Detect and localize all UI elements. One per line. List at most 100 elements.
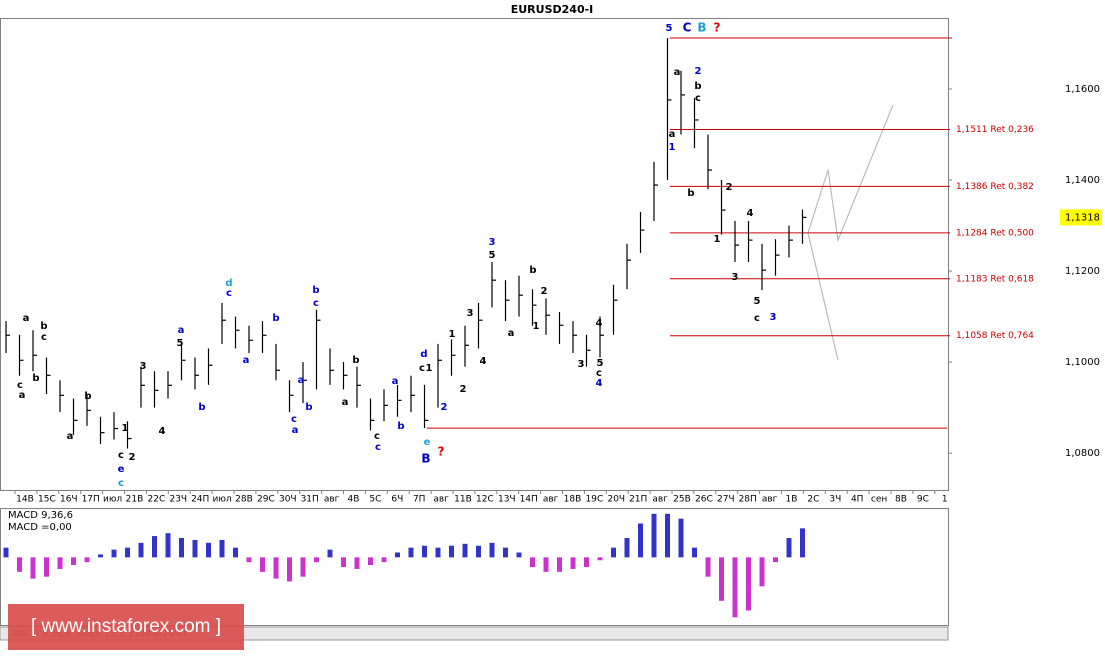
macd-bar — [44, 557, 49, 577]
macd-bar — [327, 549, 333, 558]
wave-label: a — [67, 431, 74, 442]
wave-label: C — [683, 21, 692, 35]
x-tick-label: 25В — [673, 495, 691, 505]
wave-label: 4 — [747, 208, 754, 219]
x-tick-label: 20Ч — [607, 495, 625, 505]
macd-bar — [408, 547, 414, 558]
x-tick-label: 4П — [851, 495, 864, 505]
macd-bar — [192, 539, 198, 558]
macd-bar — [759, 557, 765, 587]
macd-bar — [462, 543, 468, 558]
wave-label: 2 — [129, 452, 136, 463]
macd-bar — [57, 557, 63, 569]
x-tick-label: 3Ч — [829, 495, 841, 505]
macd-bar — [246, 557, 252, 563]
macd-bar — [732, 557, 738, 618]
x-tick-label: 7П — [413, 495, 426, 505]
macd-bar — [30, 557, 36, 579]
x-tick-label: 9С — [917, 495, 929, 505]
macd-bar — [219, 539, 225, 558]
macd-bar — [543, 557, 549, 572]
wave-label: 2 — [441, 402, 448, 413]
x-tick-label: 15С — [38, 495, 56, 505]
x-tick-label: 16Ч — [60, 495, 78, 505]
macd-bar — [651, 513, 657, 558]
x-tick-label: 4В — [348, 495, 360, 505]
projection-line — [807, 104, 894, 243]
last-price-label: 1,1318 — [1065, 212, 1100, 223]
wave-label: 1 — [426, 363, 433, 374]
macd-bar — [449, 545, 454, 558]
retracement-label: 1,1284 Ret 0,500 — [956, 228, 1034, 238]
retracement-label: 1,1511 Ret 0,236 — [956, 125, 1034, 135]
macd-bar — [260, 557, 265, 572]
wave-label: a — [19, 390, 26, 401]
macd-panel — [0, 508, 949, 626]
last-price-box — [1060, 209, 1102, 226]
macd-title: MACD 9,36,6 — [8, 510, 73, 521]
wave-label: c — [754, 313, 760, 324]
wave-label: c — [118, 450, 124, 461]
wave-label: c — [375, 442, 381, 453]
y-tick-label: 1,0800 — [1065, 448, 1100, 459]
x-tick-label: 2С — [807, 495, 819, 505]
wave-label: c — [17, 380, 23, 391]
macd-bar — [638, 523, 643, 558]
wave-label: a — [674, 67, 681, 78]
macd-bar — [570, 557, 576, 569]
x-tick-label: 19С — [586, 495, 604, 505]
macd-bar — [152, 536, 157, 558]
retracement-label: 1,1183 Ret 0,618 — [956, 274, 1034, 284]
macd-bar — [773, 557, 778, 563]
wave-label: c — [419, 363, 425, 374]
macd-bar — [746, 557, 751, 611]
macd-bar — [368, 557, 373, 566]
x-tick-label: 27Ч — [717, 495, 735, 505]
macd-bar — [273, 557, 279, 579]
macd-bar — [111, 549, 117, 558]
wave-label: 1 — [533, 321, 540, 332]
wave-label: b — [305, 402, 312, 413]
macd-bar — [786, 538, 792, 558]
macd-bar — [381, 557, 387, 563]
x-tick-label: 14В — [16, 495, 34, 505]
macd-bar — [705, 557, 711, 577]
x-tick-label: авг — [324, 495, 340, 505]
x-tick-label: 29С — [257, 495, 275, 505]
x-tick-label: авг — [543, 495, 559, 505]
macd-bar — [611, 547, 616, 558]
macd-bar — [489, 542, 495, 558]
wave-label: 1 — [669, 142, 676, 153]
wave-label: e — [424, 437, 431, 448]
macd-bar — [719, 557, 724, 601]
wave-label: a — [298, 375, 305, 386]
wave-label: 5 — [177, 338, 184, 349]
wave-label: b — [397, 421, 404, 432]
chart-title: EURUSD240-I — [511, 3, 594, 16]
wave-label: b — [40, 321, 47, 332]
retracement-label: 1,1386 Ret 0,382 — [956, 182, 1034, 192]
wave-label: b — [694, 81, 701, 92]
x-tick-label: авг — [652, 495, 668, 505]
wave-label: c — [291, 414, 297, 425]
wave-label: ? — [438, 445, 445, 459]
wave-label: 3 — [140, 361, 147, 372]
x-tick-label: 12С — [476, 495, 494, 505]
wave-label: c — [695, 93, 701, 104]
wave-label: a — [23, 313, 30, 324]
wave-label: 2 — [726, 182, 733, 193]
wave-label: b — [272, 313, 279, 324]
wave-label: 4 — [159, 426, 166, 437]
x-tick-label: 28В — [235, 495, 253, 505]
x-tick-label: 24П — [191, 495, 209, 505]
wave-label: 1 — [122, 423, 129, 434]
wave-label: 1 — [714, 234, 721, 245]
macd-bar — [125, 547, 130, 558]
wave-label: 2 — [541, 286, 548, 297]
macd-bar — [597, 557, 603, 561]
wave-label: b — [312, 285, 319, 296]
x-tick-label: 23Ч — [169, 495, 187, 505]
macd-bar — [584, 557, 589, 567]
x-tick-label: 28П — [739, 495, 757, 505]
